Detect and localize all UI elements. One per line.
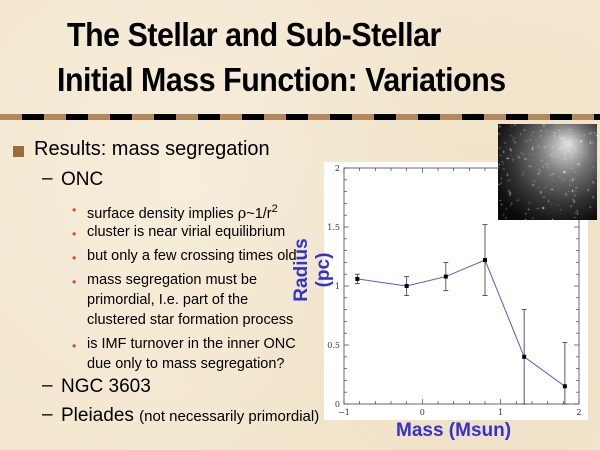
data-point [562,384,567,389]
x-axis-label: Mass (Msun) [396,420,512,441]
dot-bullet-icon: • [72,339,77,353]
dash-bullet-icon: – [42,168,53,189]
title-line-1: The Stellar and Sub-Stellar [67,16,441,53]
star-cluster-photo [498,124,597,220]
divider [0,114,600,120]
onc-item-3: but only a few crossing times old [87,248,297,264]
onc-item-4b: primordial, I.e. part of the [87,292,249,308]
data-point [355,276,360,281]
onc-item-1: surface density implies ρ~1/r2 [87,203,278,222]
y-tick-label: 1.5 [327,223,340,232]
x-tick-label: 1 [498,408,503,417]
data-line [357,259,566,387]
bullet-main: Results: mass segregation [34,138,270,160]
title-line-2: Initial Mass Function: Variations [57,61,506,98]
data-point [443,274,448,279]
y-tick-label: 2 [335,164,340,173]
dash-bullet-icon: – [42,404,53,425]
square-bullet-icon [13,146,24,157]
data-point [483,258,487,263]
y-tick-label: 1 [335,282,340,291]
dot-bullet-icon: • [72,275,77,289]
y-tick-label: 0.5 [327,341,340,350]
data-point [522,354,527,359]
x-tick-label: −1 [338,408,350,417]
x-tick-label: 0 [420,408,425,417]
dot-bullet-icon: • [72,251,77,265]
data-point [404,284,409,288]
onc-item-5b: due only to mass segregation? [87,356,285,372]
x-tick-label: 2 [576,408,581,417]
onc-item-2: cluster is near virial equilibrium [87,224,286,240]
dot-bullet-icon: • [72,227,77,241]
bullet-onc: ONC [61,169,104,190]
dash-bullet-icon: – [42,375,53,396]
onc-item-5a: is IMF turnover in the inner ONC [87,336,296,352]
onc-item-4c: clustered star formation process [87,312,294,328]
y-axis-label: Radius (pc) [291,238,334,302]
y-tick-label: 0 [335,400,340,409]
dot-bullet-icon: • [72,203,77,217]
bullet-ngc: NGC 3603 [61,376,151,397]
bullet-pleiades: Pleiades (not necessarily primordial) [61,405,320,426]
onc-item-4a: mass segregation must be [87,272,258,288]
